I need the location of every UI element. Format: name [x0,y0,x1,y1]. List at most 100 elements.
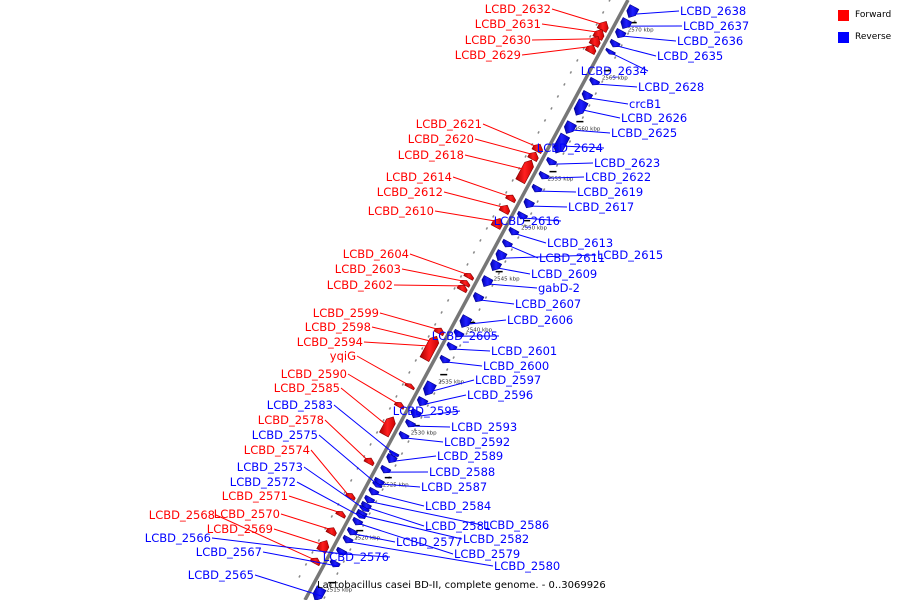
leader-line [344,553,391,558]
axis-dash [355,536,359,539]
LCBD_2636-gene[interactable] [615,27,627,39]
LCBD_2578-gene[interactable] [363,457,375,467]
leader-line [333,404,398,457]
axis-dash [395,395,398,398]
leader-line [613,53,649,72]
LCBD_2593-gene[interactable] [405,418,417,428]
LCBD_2607-label: LCBD_2607 [515,297,581,311]
LCBD_2580-gene[interactable] [342,534,354,544]
leader-line [425,394,467,405]
scale-tick-label: 2560 kbp [574,127,600,133]
LCBD_2586-gene[interactable] [364,494,376,504]
LCBD_2579-gene[interactable] [352,516,364,526]
LCBD_2567-label: LCBD_2567 [196,545,262,559]
LCBD_2600-gene[interactable] [439,354,451,364]
LCBD_2597-gene[interactable] [422,380,437,396]
leader-line [572,129,611,134]
LCBD_2638-label: LCBD_2638 [680,4,746,18]
LCBD_2634-gene[interactable] [605,47,616,55]
LCBD_2585-gene[interactable] [379,416,396,438]
LCBD_2573-label: LCBD_2573 [237,460,303,474]
LCBD_2638-gene[interactable] [626,4,640,18]
axis-dash [478,308,481,311]
LCBD_2626-label: LCBD_2626 [621,111,687,125]
LCBD_2606-gene[interactable] [459,314,473,328]
LCBD_2597-label: LCBD_2597 [475,373,541,387]
LCBD_2577-gene[interactable] [346,526,358,536]
LCBD_2628-gene[interactable] [589,76,601,86]
LCBD_2604-gene[interactable] [463,273,475,281]
axis-dash [413,428,417,431]
LCBD_2571-gene[interactable] [335,511,346,519]
LCBD_2594-gene[interactable] [419,335,440,362]
LCBD_2592-gene[interactable] [398,430,410,440]
axis-dash [458,344,462,347]
legend-forward-label: Forward [855,10,892,20]
LCBD_2595-gene[interactable] [410,407,422,419]
axis-dash [505,191,508,194]
axis-dash [407,440,410,443]
LCBD_2619-gene[interactable] [531,183,543,193]
axis-dash [510,248,514,251]
LCBD_2602-label: LCBD_2602 [327,278,393,292]
leader-line [401,268,463,282]
LCBD_2589-gene[interactable] [386,452,398,464]
LCBD_2621-gene[interactable] [531,143,543,155]
LCBD_2626-gene[interactable] [573,98,589,116]
LCBD_2629-label: LCBD_2629 [455,48,521,62]
axis-dash [349,548,352,551]
LCBD_2584-gene[interactable] [368,486,380,496]
leader-line [379,312,437,330]
LCBD_2566-gene[interactable] [336,546,348,556]
LCBD_2613-label: LCBD_2613 [547,236,613,250]
LCBD_2622-gene[interactable] [538,170,550,180]
LCBD_2624-label: LCBD_2624 [537,141,603,155]
LCBD_2618-gene[interactable] [515,159,534,185]
LCBD_2590-label: LCBD_2590 [281,367,347,381]
LCBD_2574-gene[interactable] [344,493,356,501]
LCBD_2613-gene[interactable] [508,226,520,236]
LCBD_2600-label: LCBD_2600 [483,359,549,373]
LCBD_2578-label: LCBD_2578 [258,413,324,427]
LCBD_2615-gene[interactable] [495,249,508,262]
leader-line [288,495,338,513]
LCBD_2634-label: LCBD_2634 [581,64,647,78]
leader-line [589,97,629,105]
leader-line [347,373,397,404]
LCBD_2605-gene[interactable] [453,328,465,338]
leader-line [452,176,508,197]
axis-dash [613,56,617,59]
LCBD_2618-label: LCBD_2618 [398,148,464,162]
LCBD_2623-gene[interactable] [546,156,558,166]
crcB1-gene[interactable] [581,89,594,101]
LCBD_2588-gene[interactable] [380,464,392,474]
axis-dash [329,584,333,587]
LCBD_2581-label: LCBD_2581 [425,519,491,533]
axis-dash [400,452,404,455]
leader-line [464,154,523,170]
LCBD_2616-gene[interactable] [517,210,529,220]
leader-line [382,483,421,488]
LCBD_2609-gene[interactable] [490,259,503,272]
LCBD_2635-gene[interactable] [609,38,621,48]
LCBD_2596-gene[interactable] [416,395,429,407]
LCBD_2614-gene[interactable] [505,194,517,204]
LCBD_2607-gene[interactable] [472,291,485,303]
yqiG-gene[interactable] [404,383,415,391]
LCBD_2614-label: LCBD_2614 [386,170,452,184]
LCBD_2628-label: LCBD_2628 [638,80,704,94]
LCBD_2611-gene[interactable] [501,238,513,248]
axis-dash [433,392,436,395]
axis-dash [588,104,591,107]
LCBD_2586-label: LCBD_2586 [483,518,549,532]
LCBD_2565-label: LCBD_2565 [188,568,254,582]
LCBD_2565-gene[interactable] [312,585,327,600]
axis-dash [626,32,630,35]
LCBD_2601-gene[interactable] [446,341,458,351]
gabD-2-gene[interactable] [481,275,494,288]
LCBD_2617-gene[interactable] [523,197,535,209]
leader-line [551,8,601,25]
leader-line [489,283,538,289]
LCBD_2624-gene[interactable] [553,132,571,154]
axis-dash [608,0,611,2]
